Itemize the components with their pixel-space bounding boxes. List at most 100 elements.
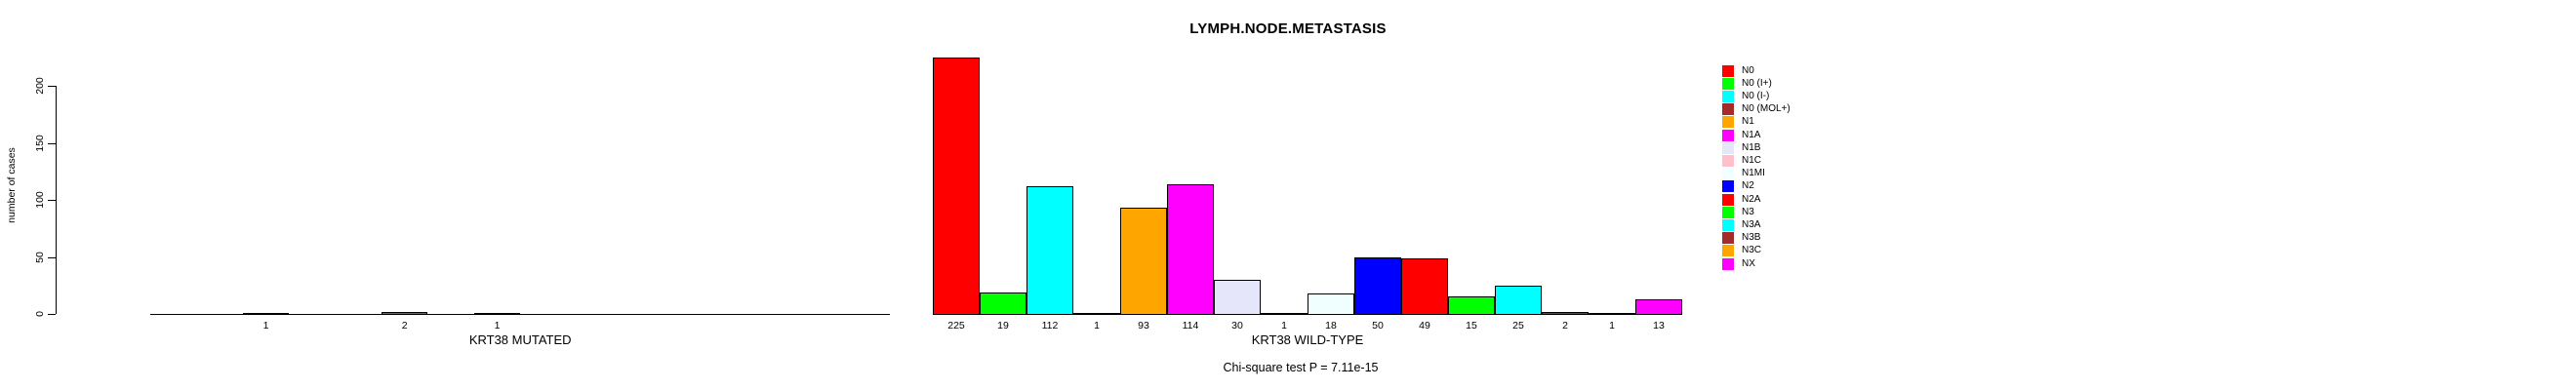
legend-label: N1MI — [1742, 168, 1765, 179]
bar — [242, 312, 290, 314]
zero-bar — [659, 314, 705, 315]
bar-value-label: 2 — [1562, 320, 1568, 332]
legend-item: N3A — [1722, 218, 1760, 231]
legend-item: N3C — [1722, 245, 1761, 257]
bar-value-label: 18 — [1325, 320, 1337, 332]
legend-label: N1A — [1742, 129, 1761, 140]
bar — [1120, 208, 1167, 314]
bar-value-label: 114 — [1182, 320, 1199, 332]
bar-value-label: 225 — [947, 320, 965, 332]
bar — [382, 311, 428, 314]
legend-label: NX — [1742, 257, 1755, 269]
bar — [1635, 298, 1682, 314]
legend-label: N1 — [1742, 116, 1754, 128]
zero-bar — [797, 314, 844, 315]
bar-value-label: 1 — [1609, 320, 1615, 332]
bar — [980, 292, 1026, 314]
zero-bar — [704, 314, 752, 315]
y-tick — [48, 256, 56, 258]
y-axis-line — [56, 86, 57, 314]
legend-item: N0 (I-) — [1722, 90, 1769, 102]
y-tick-label: 0 — [34, 311, 46, 317]
y-tick-label: 50 — [34, 251, 46, 263]
zero-bar — [335, 314, 382, 315]
bar-value-label: 112 — [1041, 320, 1059, 332]
legend-swatch — [1722, 77, 1734, 90]
bar — [1589, 312, 1635, 314]
bar — [1448, 296, 1495, 314]
bar — [1401, 257, 1448, 314]
y-tick-label: 100 — [34, 191, 46, 209]
zero-bar — [196, 314, 243, 315]
bar — [1261, 312, 1308, 314]
legend-item: N0 — [1722, 64, 1754, 77]
legend-item: N2 — [1722, 180, 1754, 193]
bar-value-label: 2 — [401, 320, 408, 332]
legend-item: N0 (MOL+) — [1722, 103, 1791, 116]
legend-swatch — [1722, 116, 1734, 129]
legend-item: N1C — [1722, 154, 1761, 167]
chart-title: LYMPH.NODE.METASTASIS — [1189, 20, 1387, 37]
legend-label: N0 — [1742, 64, 1754, 76]
legend-label: N0 (MOL+) — [1742, 103, 1791, 115]
zero-bar — [566, 314, 613, 315]
bar-value-label: 93 — [1138, 320, 1149, 332]
zero-bar — [427, 314, 474, 315]
bar — [1495, 285, 1542, 314]
legend-item: N1A — [1722, 129, 1760, 141]
legend-swatch — [1722, 129, 1734, 141]
bar-value-label: 50 — [1372, 320, 1384, 332]
legend-swatch — [1722, 245, 1734, 257]
y-tick — [48, 142, 56, 144]
bar — [1073, 312, 1120, 314]
group-label: KRT38 WILD-TYPE — [1251, 332, 1364, 347]
legend-label: N2 — [1742, 180, 1754, 192]
legend-label: N1B — [1742, 141, 1761, 153]
legend-swatch — [1722, 168, 1734, 180]
legend-item: N1MI — [1722, 168, 1765, 180]
bar-value-label: 1 — [1281, 320, 1287, 332]
legend-swatch — [1722, 103, 1734, 116]
legend-swatch — [1722, 206, 1734, 218]
y-tick-label: 200 — [34, 77, 46, 96]
y-tick — [48, 314, 56, 315]
bar-value-label: 30 — [1231, 320, 1243, 332]
legend-swatch — [1722, 141, 1734, 154]
zero-bar — [520, 314, 567, 315]
legend-item: N2A — [1722, 193, 1760, 206]
legend-swatch — [1722, 257, 1734, 270]
bar-value-label: 13 — [1653, 320, 1665, 332]
bar — [1167, 183, 1214, 314]
legend-item: N3B — [1722, 232, 1760, 245]
legend-label: N3 — [1742, 206, 1754, 217]
zero-bar — [613, 314, 660, 315]
bar-value-label: 1 — [262, 320, 269, 332]
zero-bar — [150, 314, 197, 315]
legend-label: N3B — [1742, 232, 1761, 244]
legend-label: N1C — [1742, 154, 1762, 166]
bar — [1214, 279, 1261, 314]
legend-item: N0 (I+) — [1722, 77, 1772, 90]
legend-item: N1 — [1722, 116, 1754, 129]
y-tick — [48, 86, 56, 88]
legend-item: N3 — [1722, 206, 1754, 218]
bar-value-label: 1 — [1094, 320, 1100, 332]
legend-swatch — [1722, 232, 1734, 245]
axis-baseline — [933, 314, 1682, 315]
legend-item: N1B — [1722, 141, 1760, 154]
y-tick-label: 150 — [34, 134, 46, 152]
legend-label: N0 (I+) — [1742, 77, 1772, 89]
zero-bar — [844, 314, 891, 315]
bar — [933, 58, 980, 314]
legend-item: NX — [1722, 257, 1755, 270]
legend-label: N3C — [1742, 245, 1762, 256]
bar-value-label: 25 — [1512, 320, 1524, 332]
bar-value-label: 1 — [494, 320, 501, 332]
legend-label: N0 (I-) — [1742, 90, 1770, 101]
legend-label: N2A — [1742, 193, 1761, 205]
legend-swatch — [1722, 64, 1734, 77]
legend-swatch — [1722, 218, 1734, 231]
legend-swatch — [1722, 180, 1734, 193]
y-tick — [48, 200, 56, 202]
